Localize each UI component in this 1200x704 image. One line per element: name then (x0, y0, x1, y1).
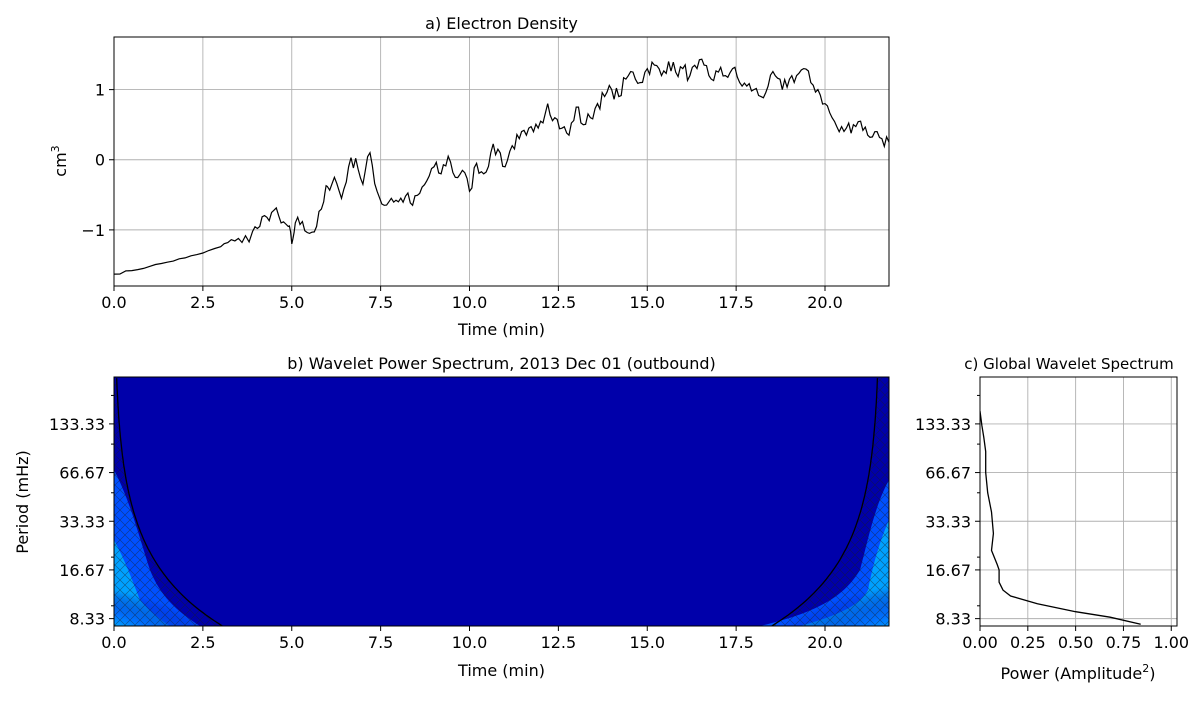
panel-c-xtick-label: 1.00 (1153, 633, 1189, 652)
panel-c-xtick-label: 0.25 (1010, 633, 1046, 652)
panel-b-ytick-label: 33.33 (59, 512, 105, 531)
panel-a-xtick-label: 10.0 (452, 293, 488, 312)
panel-a-ytick-label: 1 (95, 81, 105, 100)
panel-c-ytick-label: 16.67 (925, 561, 971, 580)
panel-a-xtick-label: 0.0 (101, 293, 126, 312)
panel-b-xtick-label: 20.0 (807, 633, 843, 652)
panel-b-xtick-label: 15.0 (629, 633, 665, 652)
panel-b-ytick-label: 66.67 (59, 464, 105, 483)
panel-a-xtick-label: 15.0 (629, 293, 665, 312)
panel-a-grid (113, 37, 889, 286)
electron-density-line (114, 58, 889, 275)
panel-a-frame (113, 36, 890, 287)
panel-b-xtick-label: 2.5 (190, 633, 215, 652)
panel-c-xtick-label: 0.50 (1058, 633, 1094, 652)
coi-right-hatch (771, 377, 889, 626)
panel-c-yticks: 8.33 16.67 33.33 66.67 133.33 (915, 394, 980, 629)
coi-left-hatch (114, 377, 223, 626)
panel-c-grid (979, 377, 1177, 626)
panel-c-frame (979, 376, 1178, 627)
panel-a-xtick-label: 20.0 (807, 293, 843, 312)
panel-c-ytick-label: 133.33 (915, 415, 971, 434)
panel-b-yticks: 8.33 16.67 33.33 66.67 133.33 (49, 394, 114, 629)
panel-a-ytick-label: −1 (81, 221, 105, 240)
panel-c-title: c) Global Wavelet Spectrum (964, 355, 1173, 373)
panel-a-xtick-label: 5.0 (279, 293, 304, 312)
panel-b-xticks: 0.0 2.5 5.0 7.5 10.0 12.5 15.0 17.5 20.0 (101, 626, 843, 652)
panel-c-ytick-label: 33.33 (925, 512, 971, 531)
cone-of-influence-left (116, 378, 223, 626)
panel-b: b) Wavelet Power Spectrum, 2013 Dec 01 (… (13, 354, 890, 680)
panel-a-title: a) Electron Density (425, 14, 578, 33)
panel-b-ytick-label: 16.67 (59, 561, 105, 580)
panel-c-xlabel: Power (Amplitude2) (1001, 662, 1156, 683)
panel-b-xtick-label: 0.0 (101, 633, 126, 652)
panel-a-xlabel: Time (min) (457, 320, 545, 339)
panel-b-ytick-label: 8.33 (69, 610, 105, 629)
panel-c-xticks: 0.00 0.25 0.50 0.75 1.00 (962, 626, 1189, 652)
panel-c: c) Global Wavelet Spectrum 0.00 0.25 0.50 0… (915, 355, 1189, 683)
panel-a-xtick-label: 17.5 (718, 293, 754, 312)
panel-b-xtick-label: 12.5 (541, 633, 577, 652)
panel-b-ylabel: Period (mHz) (13, 450, 32, 553)
panel-b-ytick-label: 133.33 (49, 415, 105, 434)
global-wavelet-line (980, 411, 1141, 625)
panel-a-ytick-label: 0 (95, 151, 105, 170)
panel-b-title: b) Wavelet Power Spectrum, 2013 Dec 01 (… (287, 354, 716, 373)
panel-a: a) Electron Density 0.0 2.5 5.0 7.5 10.0 12.5… (49, 14, 890, 339)
panel-b-frame (113, 376, 890, 627)
panel-c-xtick-label: 0.75 (1106, 633, 1142, 652)
panel-a-xtick-label: 2.5 (190, 293, 215, 312)
panel-c-ytick-label: 8.33 (935, 610, 971, 629)
wavelet-mid-band-2 (360, 604, 480, 626)
panel-a-ylabel: cm3 (49, 145, 70, 176)
wavelet-background (114, 377, 889, 626)
panel-b-xlabel: Time (min) (457, 661, 545, 680)
panel-b-xtick-label: 10.0 (452, 633, 488, 652)
panel-a-xtick-label: 7.5 (368, 293, 393, 312)
panel-a-xticks: 0.0 2.5 5.0 7.5 10.0 12.5 15.0 17.5 20.0 (101, 286, 843, 312)
panel-b-xtick-label: 17.5 (718, 633, 754, 652)
panel-c-xtick-label: 0.00 (962, 633, 998, 652)
panel-c-ytick-label: 66.67 (925, 464, 971, 483)
panel-a-xtick-label: 12.5 (541, 293, 577, 312)
wavelet-power-field (114, 377, 889, 626)
panel-b-xtick-label: 7.5 (368, 633, 393, 652)
panel-b-xtick-label: 5.0 (279, 633, 304, 652)
panel-a-yticks: −1 0 1 (81, 81, 114, 240)
cone-of-influence-right (771, 378, 879, 626)
